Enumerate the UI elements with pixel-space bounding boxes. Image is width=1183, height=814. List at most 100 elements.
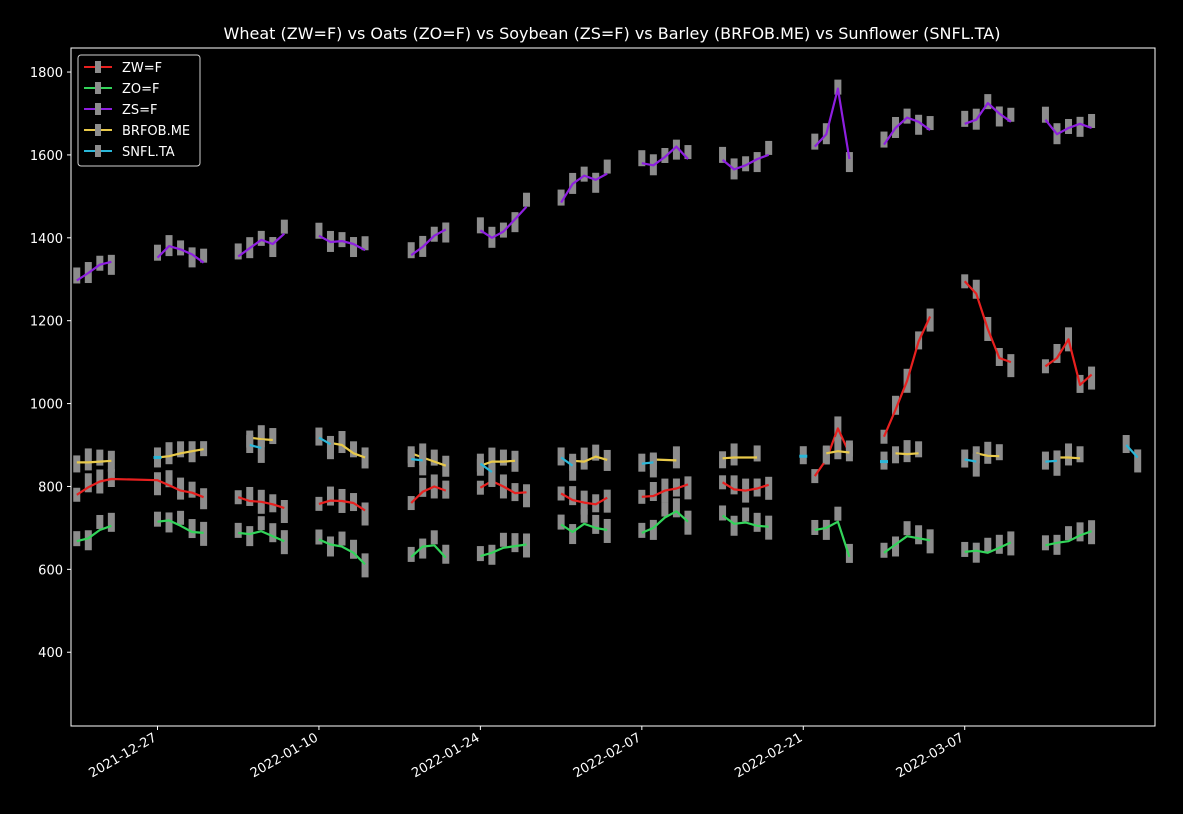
series-brfob-me-range-bar — [754, 445, 761, 461]
series-brfob-me-range-bar — [581, 448, 588, 470]
series-zo-f-range-bar — [638, 523, 645, 538]
legend-swatch-bar — [95, 82, 101, 94]
series-snfl-ta-range-bar — [569, 458, 576, 481]
series-brfob-me-range-bar — [731, 443, 738, 465]
series-zo-f-range-bar — [1065, 526, 1072, 540]
series-zw-f-range-bar — [477, 481, 484, 495]
series-zs-f-range-bar — [581, 167, 588, 182]
series-snfl-ta-range-bar — [1053, 453, 1060, 476]
series-zs-f-range-bar — [408, 242, 415, 258]
series-snfl-ta-range-bar — [973, 454, 980, 477]
legend-swatch-bar — [95, 145, 101, 157]
series-snfl-ta-range-bar — [315, 428, 322, 446]
series-zs-f-range-bar — [592, 173, 599, 193]
series-zo-f-range-bar — [569, 524, 576, 544]
series-zs-f-range-bar — [281, 220, 288, 234]
series-brfob-me-range-bar — [604, 450, 611, 471]
series-zo-f-range-bar — [85, 530, 92, 550]
series-zo-f-range-bar — [961, 542, 968, 557]
series-brfob-me-range-bar — [823, 446, 830, 463]
series-snfl-ta-line — [411, 459, 423, 460]
series-zs-f-range-bar — [339, 232, 346, 247]
series-zo-f-range-bar — [684, 511, 691, 535]
y-tick-label: 600 — [38, 563, 63, 578]
series-zo-f-range-bar — [431, 530, 438, 544]
series-snfl-ta-range-bar — [650, 454, 657, 477]
series-brfob-me-range-bar — [442, 456, 449, 477]
series-zo-f-range-bar — [742, 508, 749, 522]
series-brfob-me-range-bar — [846, 440, 853, 456]
y-tick-label: 1600 — [30, 149, 63, 164]
series-zo-f-range-bar — [1077, 522, 1084, 541]
series-zo-f-range-bar — [661, 503, 668, 517]
y-tick-label: 1800 — [30, 66, 63, 81]
series-zo-f-range-bar — [327, 536, 334, 556]
series-zo-f-range-bar — [592, 515, 599, 534]
series-snfl-ta-range-bar — [1134, 449, 1141, 472]
series-zw-f-range-bar — [408, 496, 415, 510]
series-zs-f-range-bar — [154, 245, 161, 261]
series-zo-f-range-bar — [765, 516, 772, 540]
series-zs-f-range-bar — [108, 255, 115, 275]
series-brfob-me-line — [723, 458, 758, 459]
series-zo-f-range-bar — [811, 520, 818, 535]
y-tick-label: 1000 — [30, 398, 63, 413]
series-zs-f-range-bar — [235, 243, 242, 259]
series-zs-f-range-bar — [523, 193, 530, 207]
series-snfl-ta-range-bar — [488, 464, 495, 487]
y-tick-label: 1200 — [30, 315, 63, 330]
series-zo-f-range-bar — [235, 523, 242, 538]
series-brfob-me-range-bar — [719, 451, 726, 468]
series-snfl-ta-range-bar — [477, 454, 484, 472]
series-zw-f-range-bar — [73, 488, 80, 502]
series-zw-f-range-bar — [154, 472, 161, 495]
series-snfl-ta-line — [1045, 461, 1057, 462]
series-snfl-ta-range-bar — [246, 435, 253, 453]
legend-label: BRFOB.ME — [122, 124, 190, 139]
legend-swatch-bar — [95, 124, 101, 136]
series-snfl-ta-range-bar — [408, 449, 415, 467]
series-zs-f-range-bar — [269, 237, 276, 257]
series-zo-f-range-bar — [984, 538, 991, 552]
series-zw-f-range-bar — [523, 484, 530, 507]
series-brfob-me-range-bar — [96, 450, 103, 466]
series-zo-f-range-bar — [200, 522, 207, 546]
chart-title: Wheat (ZW=F) vs Oats (ZO=F) vs Soybean (… — [224, 24, 1001, 43]
series-zo-f-range-bar — [915, 525, 922, 544]
series-zs-f-range-bar — [258, 231, 265, 246]
series-zo-f-range-bar — [315, 530, 322, 545]
series-brfob-me-range-bar — [673, 446, 680, 468]
series-zs-f-range-bar — [765, 141, 772, 155]
series-zo-f-range-bar — [731, 516, 738, 536]
series-zs-f-range-bar — [1088, 114, 1095, 128]
series-zo-f-range-bar — [904, 521, 911, 535]
series-zo-f-range-bar — [581, 509, 588, 523]
series-zo-f-range-bar — [108, 513, 115, 532]
series-brfob-me-range-bar — [1077, 446, 1084, 462]
series-brfob-me-range-bar — [85, 448, 92, 470]
series-brfob-me-range-bar — [892, 446, 899, 463]
series-brfob-me-range-bar — [915, 441, 922, 457]
series-zo-f-range-bar — [177, 511, 184, 525]
series-zw-f-range-bar — [684, 476, 691, 499]
legend-swatch-bar — [95, 103, 101, 115]
series-zw-f-range-bar — [1007, 354, 1014, 377]
series-snfl-ta-line — [642, 462, 654, 463]
series-zo-f-range-bar — [154, 512, 161, 527]
series-zo-f-range-bar — [500, 533, 507, 547]
series-zw-f-range-bar — [719, 475, 726, 489]
series-zo-f-range-bar — [511, 533, 518, 552]
series-zo-f-range-bar — [339, 532, 346, 546]
series-brfob-me-range-bar — [269, 428, 276, 444]
series-zw-f-range-bar — [604, 490, 611, 513]
series-zw-f-range-bar — [731, 475, 738, 494]
series-brfob-me-range-bar — [834, 437, 841, 459]
series-zo-f-range-bar — [973, 543, 980, 563]
series-zo-f-range-bar — [477, 546, 484, 561]
series-zo-f-range-bar — [604, 519, 611, 543]
series-zo-f-range-bar — [246, 526, 253, 546]
series-zo-f-range-bar — [258, 516, 265, 530]
series-zo-f-range-bar — [1042, 535, 1049, 550]
series-zo-f-range-bar — [281, 530, 288, 554]
y-tick-label: 400 — [38, 646, 63, 661]
